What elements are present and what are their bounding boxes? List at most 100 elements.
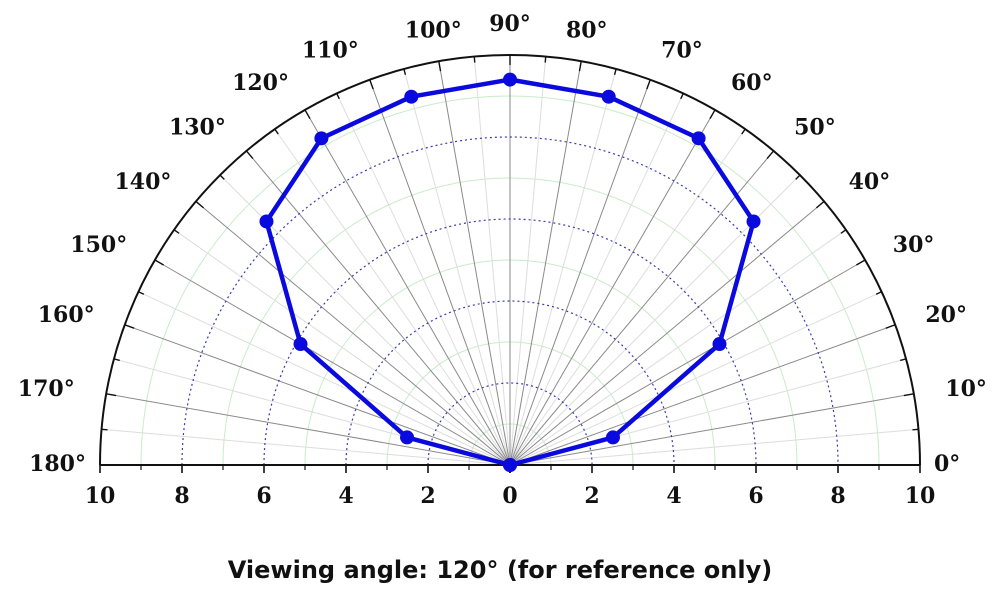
data-point [746,214,761,229]
minor-grid-spoke [138,291,511,466]
radial-tick-label: 4 [338,483,353,509]
angle-tick-mark [680,93,684,100]
major-grid-arc [263,218,757,466]
angle-tick-mark [875,291,882,295]
minor-grid-spoke [336,93,511,466]
data-point [314,131,329,146]
angle-tick-label: 60° [731,70,773,96]
angle-tick-mark [578,61,582,72]
radial-tick-label: 2 [420,483,435,509]
radial-tick-label: 10 [905,483,936,509]
angle-tick-label: 10° [945,376,987,402]
data-point [404,89,419,104]
angle-tick-label: 180° [29,451,86,477]
angle-tick-mark [900,358,907,362]
angle-tick-mark [885,324,896,329]
data-point [503,458,517,472]
major-grid-spoke [154,259,511,466]
angle-tick-mark [709,109,716,119]
angle-tick-label: 140° [114,169,171,195]
angle-tick-mark [766,150,775,160]
major-grid-spoke [509,393,914,466]
angle-tick-mark [856,259,866,266]
angle-tick-mark [336,93,340,100]
data-point [601,89,616,104]
major-grid-spoke [195,201,511,466]
major-grid-spoke [124,324,511,466]
major-grid-spoke [509,61,582,466]
angle-tick-mark [369,79,374,90]
angle-tick-label: 20° [925,302,967,328]
caption-text: Viewing angle: 120° (for reference only) [227,556,773,584]
angle-tick-mark [113,358,120,362]
major-grid-spoke [304,109,511,466]
minor-grid-spoke [509,229,847,466]
angle-tick-mark [138,291,145,295]
angle-tick-label: 40° [849,169,891,195]
radial-tick-label: 2 [584,483,599,509]
major-grid-spoke [509,324,896,466]
minor-grid-spoke [509,56,547,466]
minor-grid-spoke [101,428,511,466]
major-grid-arc [345,300,675,466]
major-grid-spoke [509,109,716,466]
angle-tick-mark [473,56,476,63]
angle-tick-label: 90° [489,11,531,37]
major-grid-spoke [509,259,866,466]
minor-grid-spoke [509,93,684,466]
angle-tick-mark [815,200,825,209]
angle-tick-label: 150° [70,232,127,258]
minor-grid-spoke [509,68,617,466]
angle-tick-mark [173,229,180,234]
angle-tick-label: 30° [893,232,935,258]
radial-tick-label: 4 [666,483,681,509]
angle-tick-mark [219,174,225,180]
angle-tick-mark [101,428,108,431]
angle-tick-label: 70° [661,38,703,64]
major-grid-spoke [106,393,511,466]
angle-tick-label: 120° [232,70,289,96]
data-point [712,337,727,352]
angle-tick-mark [741,128,746,135]
major-grid-arc [181,136,839,466]
major-grid-spoke [509,201,825,466]
angle-tick-label: 0° [934,451,960,477]
angle-tick-mark [840,229,847,234]
minor-grid-spoke [403,68,511,466]
radial-tick-label: 6 [256,483,271,509]
angle-tick-label: 160° [38,302,95,328]
data-point [503,72,517,87]
angle-tick-mark [304,109,311,119]
angle-tick-mark [245,150,254,160]
minor-grid-spoke [509,291,882,466]
minor-grid-spoke [509,128,746,466]
radial-tick-label: 0 [502,483,517,509]
angle-tick-mark [154,259,164,266]
major-grid-spoke [509,150,774,466]
angle-tick-mark [903,393,914,397]
minor-grid-spoke [509,428,919,466]
angle-tick-label: 50° [794,114,836,140]
angle-tick-label: 80° [566,18,608,44]
angle-tick-mark [124,324,135,329]
major-grid-spoke [509,79,651,466]
major-grid-spoke [369,79,511,466]
angle-tick-mark [106,393,117,397]
angle-tick-label: 110° [302,38,359,64]
major-grid-spoke [438,61,511,466]
angle-tick-mark [438,61,442,72]
angle-tick-mark [274,128,279,135]
angle-tick-mark [795,174,801,180]
angle-tick-label: 170° [18,376,75,402]
radial-tick-label: 10 [85,483,116,509]
angle-tick-mark [195,200,205,209]
angle-tick-mark [646,79,651,90]
minor-grid-spoke [173,229,511,466]
data-point [400,430,415,445]
angle-tick-label: 100° [405,18,462,44]
radial-tick-label: 8 [830,483,845,509]
data-point [293,337,308,352]
minor-grid-spoke [473,56,511,466]
